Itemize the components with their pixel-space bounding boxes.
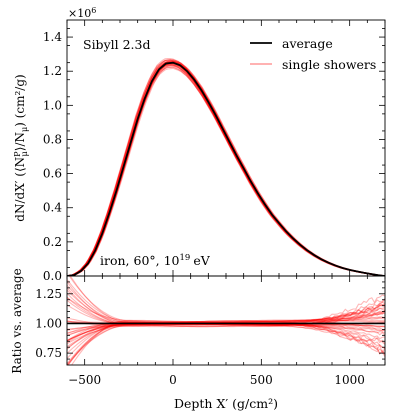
main-y-axis-label: dN/dX′ (⟨NPμ⟩/Nμ) (cm²/g): [13, 74, 29, 221]
average-curve: [67, 61, 385, 276]
main-y-tick-label: 1.0: [43, 98, 62, 112]
single-shower-ratio-curve: [67, 289, 385, 324]
single-shower-curve: [67, 66, 385, 276]
single-shower-curve: [67, 67, 385, 276]
single-shower-curve: [67, 61, 385, 276]
main-panel: 0.0 0.2 0.4 0.6 0.8 1.0 1.2 1.4 ×106 Sibyll 2.3…: [13, 6, 386, 283]
single-shower-curve: [67, 64, 385, 276]
single-shower-ratio-curve: [67, 307, 385, 342]
single-shower-curve: [67, 61, 385, 276]
single-shower-curve: [67, 63, 385, 276]
x-tick-label: 1000: [334, 373, 365, 387]
single-shower-curve: [67, 64, 385, 276]
main-y-tick-label: 1.4: [43, 30, 62, 44]
single-shower-curve: [67, 61, 385, 276]
single-shower-ratio-curve: [67, 284, 385, 325]
ratio-y-axis-label: Ratio vs. average: [10, 268, 24, 373]
single-shower-ratio-curve: [67, 305, 385, 365]
main-y-tick-label: 0.8: [43, 132, 62, 146]
single-shower-curve: [67, 62, 385, 276]
single-shower-curve: [67, 60, 385, 276]
single-shower-curve: [67, 64, 385, 276]
main-y-tick-label: 0.2: [43, 235, 62, 249]
single-shower-curve: [67, 62, 385, 276]
single-shower-curve: [67, 62, 385, 276]
single-shower-curve: [67, 61, 385, 276]
legend-label-average: average: [282, 36, 333, 51]
main-y-ticks: 0.0 0.2 0.4 0.6 0.8 1.0 1.2 1.4: [43, 28, 385, 283]
x-tick-label: 0: [169, 373, 177, 387]
single-shower-curve: [67, 65, 385, 276]
single-shower-curve: [67, 62, 385, 276]
main-y-tick-label: 1.2: [43, 64, 62, 78]
single-shower-curve: [67, 60, 385, 276]
single-shower-curve: [67, 59, 385, 276]
single-shower-ratio-curve: [71, 319, 385, 365]
single-showers-curves: [67, 57, 385, 276]
single-shower-curve: [67, 60, 385, 276]
single-shower-curve: [67, 61, 385, 276]
ratio-y-tick-label: 1.25: [35, 287, 62, 301]
single-shower-curve: [67, 61, 385, 276]
single-shower-curve: [67, 61, 385, 276]
main-y-tick-label: 0.0: [43, 269, 62, 283]
single-shower-ratio-curve: [68, 276, 385, 324]
ratio-panel: 0.75 1.00 1.25 −500 0 500 1000 Ratio vs. aver…: [10, 268, 386, 411]
single-shower-curve: [67, 61, 385, 276]
y-offset-label: ×106: [68, 6, 96, 20]
single-shower-curve: [67, 63, 385, 276]
x-axis-label: Depth X′ (g/cm²): [174, 396, 278, 411]
single-shower-curve: [67, 62, 385, 276]
ratio-y-tick-label: 1.00: [35, 316, 62, 330]
ratio-single-showers-curves: [67, 276, 385, 365]
single-shower-curve: [67, 57, 385, 276]
ratio-x-ticks: −500 0 500 1000: [66, 276, 386, 387]
ratio-axes-frame: [66, 275, 386, 366]
x-tick-label: 500: [250, 373, 273, 387]
single-shower-curve: [67, 59, 385, 276]
model-annotation: Sibyll 2.3d: [83, 37, 150, 52]
single-shower-ratio-curve: [67, 321, 385, 334]
single-shower-ratio-curve: [67, 323, 385, 349]
single-shower-curve: [67, 60, 385, 276]
single-shower-curve: [67, 62, 385, 276]
single-shower-curve: [67, 61, 385, 276]
single-shower-curve: [67, 65, 385, 276]
single-shower-ratio-curve: [67, 316, 385, 348]
single-shower-curve: [67, 63, 385, 276]
main-y-tick-label: 0.6: [43, 167, 62, 181]
legend-label-single-showers: single showers: [282, 57, 376, 72]
single-shower-curve: [67, 62, 385, 276]
single-shower-curve: [67, 66, 385, 276]
single-shower-curve: [67, 61, 385, 276]
single-shower-curve: [67, 62, 385, 276]
x-tick-label: −500: [68, 373, 101, 387]
ratio-y-ticks: 0.75 1.00 1.25: [35, 281, 385, 360]
primary-annotation: iron, 60°, 1019 eV: [100, 253, 211, 268]
single-shower-ratio-curve: [67, 294, 385, 345]
legend: average single showers: [250, 36, 376, 72]
single-shower-ratio-curve: [67, 279, 385, 331]
single-shower-curve: [67, 59, 385, 276]
single-shower-ratio-curve: [67, 320, 385, 357]
single-shower-curve: [67, 58, 385, 276]
single-shower-ratio-curve: [67, 317, 385, 328]
ratio-y-tick-label: 0.75: [35, 346, 62, 360]
single-shower-curve: [67, 60, 385, 276]
single-shower-ratio-curve: [69, 276, 385, 324]
single-shower-curve: [67, 62, 385, 276]
single-shower-ratio-curve: [67, 324, 385, 349]
main-y-tick-label: 0.4: [43, 201, 62, 215]
